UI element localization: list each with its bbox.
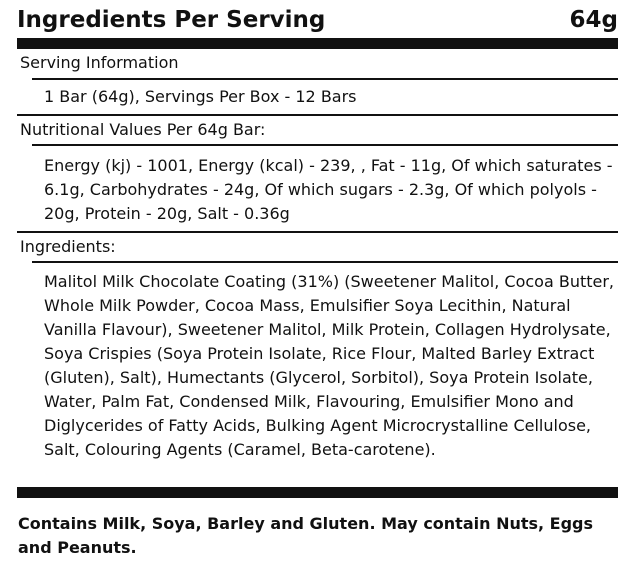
serving-size: 64g [569,7,618,33]
divider-serving [17,114,618,116]
page-title: Ingredients Per Serving [17,7,326,33]
header-row: Ingredients Per Serving 64g [17,2,618,38]
divider-thick-top [17,38,618,49]
divider-nutrition [17,231,618,233]
serving-info-text: 1 Bar (64g), Servings Per Box - 12 Bars [44,87,357,106]
ingredients-text: Malitol Milk Chocolate Coating (31%) (Sw… [44,272,615,459]
divider-ingredients-label [32,261,618,263]
nutrition-text: Energy (kj) - 1001, Energy (kcal) - 239,… [44,156,613,223]
serving-info-label: Serving Information [20,53,179,72]
divider-serving-label [32,78,618,80]
divider-thick-bottom [17,487,618,498]
divider-nutrition-label [32,144,618,146]
ingredients-label: Ingredients: [20,237,116,256]
nutrition-label: Nutritional Values Per 64g Bar: [20,120,266,139]
allergen-statement: Contains Milk, Soya, Barley and Gluten. … [18,514,594,557]
